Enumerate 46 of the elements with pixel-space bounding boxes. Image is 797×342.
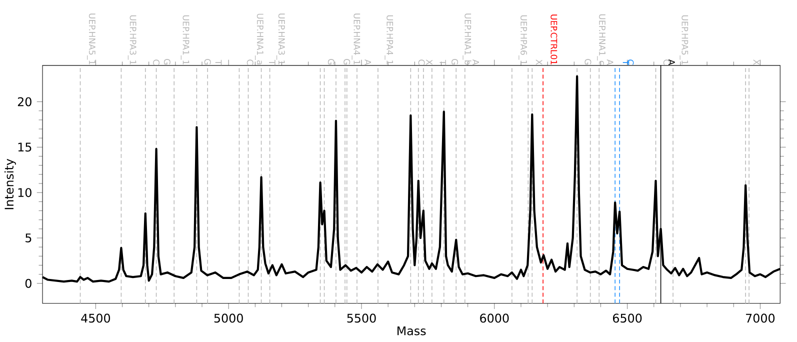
ref-line-label: G <box>452 58 458 64</box>
y-tick-label: 5 <box>26 234 32 242</box>
x-tick-label: 6000 <box>480 314 509 323</box>
x-tick-label: 5500 <box>347 314 376 323</box>
ref-line-label: UEP.HPA5_1 <box>680 15 688 64</box>
ref-line-label: A <box>364 59 372 66</box>
ref-line-label: UEP.HNA3_1 <box>276 14 285 64</box>
ref-line-label: UEP.HPA4_1 <box>384 15 394 64</box>
ref-line-label: A <box>606 59 614 66</box>
y-tick-label: 10 <box>18 188 32 198</box>
x-tick-label: 6500 <box>612 314 642 323</box>
ref-line-label: UEP.HNA5_1 <box>87 14 96 64</box>
ref-line-label: X <box>426 60 432 65</box>
ref-line-label: G <box>164 58 170 64</box>
ref-line-label: C <box>663 60 670 65</box>
ref-line-label: UEP.HNA4_1 <box>352 14 360 64</box>
ref-line-label: G <box>344 58 350 64</box>
ref-line-label: C <box>418 60 425 65</box>
ref-line-label: UEP.CTRL01 <box>550 14 558 64</box>
ref-line-label: A <box>472 59 479 66</box>
y-tick-label: 20 <box>18 97 32 106</box>
ref-line-label: A <box>668 59 675 66</box>
ref-line-label: UEP.HNA1_c <box>597 14 606 65</box>
ref-line-label: UEP.HNA1_a <box>255 14 264 64</box>
ref-line-label: UEP.HPA3_1 <box>128 15 136 64</box>
ref-line-label: X <box>753 60 760 65</box>
ref-line-label: C <box>246 60 254 65</box>
ref-line-label: G <box>584 58 592 64</box>
ref-line-label: UEP.HPA6_1 <box>518 15 528 64</box>
x-axis-title: Mass <box>398 326 426 336</box>
ref-line-label: T <box>622 60 630 66</box>
y-tick-label: 15 <box>18 142 32 152</box>
ref-line-label: T <box>215 60 222 66</box>
ref-line-label: UEP.HNA1_b <box>462 14 472 65</box>
ref-line-label: UEP.HPA1_1 <box>180 15 190 64</box>
ref-line-label: X <box>536 60 542 65</box>
x-tick-label: 4500 <box>81 314 110 323</box>
y-tick-label: 0 <box>25 278 32 288</box>
x-tick-label: 7000 <box>746 314 775 323</box>
ref-line-label: C <box>153 60 160 65</box>
x-tick-label: 5000 <box>214 314 243 323</box>
ref-line-label: T <box>269 60 276 66</box>
y-axis-title: Intensity <box>4 158 16 210</box>
ref-line-label: T <box>440 60 446 66</box>
ref-line-label: G <box>328 58 334 64</box>
ref-line-label: G <box>204 58 211 64</box>
